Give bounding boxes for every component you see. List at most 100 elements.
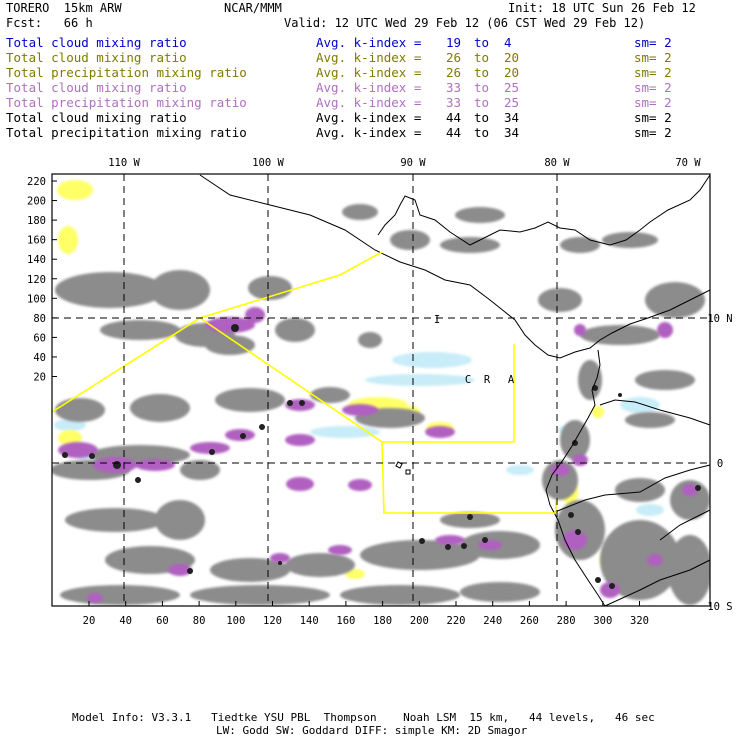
x-tick-label: 100 (226, 615, 245, 627)
legend-to: to (474, 125, 490, 140)
legend-to: to (474, 65, 490, 80)
latitude-label: 10 S (707, 601, 732, 613)
longitude-label: 70 W (675, 157, 701, 169)
legend-kindex-high: 33 (446, 80, 462, 95)
y-tick-label: 40 (33, 352, 46, 364)
physics-info: LW: Godd SW: Goddard DIFF: simple KM: 2D… (216, 724, 528, 737)
y-tick-label: 160 (27, 235, 46, 247)
x-tick-label: 260 (520, 615, 539, 627)
legend-kindex-low: 20 (504, 50, 520, 65)
legend-smoothing: sm= 2 (634, 50, 672, 65)
legend-kindex-low: 34 (504, 125, 520, 140)
legend-kindex-low: 34 (504, 110, 520, 125)
domain-letter: I (434, 314, 440, 326)
nested-domain-outline (51, 251, 557, 514)
x-tick-label: 280 (557, 615, 576, 627)
legend-field: Total precipitation mixing ratio (6, 95, 247, 110)
y-tick-label: 60 (33, 332, 46, 344)
legend-field: Total precipitation mixing ratio (6, 65, 247, 80)
y-tick-label: 80 (33, 313, 46, 325)
purple-precip-areas (58, 307, 698, 603)
legend-field: Total cloud mixing ratio (6, 35, 187, 50)
y-tick-label: 140 (27, 254, 46, 266)
legend-kindex-label: Avg. k-index = (316, 35, 422, 50)
legend-kindex-label: Avg. k-index = (316, 125, 422, 140)
legend-kindex-label: Avg. k-index = (316, 80, 422, 95)
yellow-letters: I C R A (434, 314, 515, 386)
coastlines (199, 174, 711, 607)
legend-kindex-label: Avg. k-index = (316, 95, 422, 110)
x-tick-label: 60 (156, 615, 169, 627)
legend-smoothing: sm= 2 (634, 80, 672, 95)
legend-field: Total cloud mixing ratio (6, 110, 187, 125)
legend-kindex-low: 25 (504, 95, 520, 110)
legend-to: to (474, 35, 490, 50)
organization: NCAR/MMM (224, 1, 282, 15)
y-tick-label: 20 (33, 372, 46, 384)
y-tick-label: 220 (27, 176, 46, 188)
legend-field: Total precipitation mixing ratio (6, 125, 247, 140)
legend-kindex-high: 44 (446, 110, 462, 125)
legend-smoothing: sm= 2 (634, 65, 672, 80)
legend-smoothing: sm= 2 (634, 95, 672, 110)
domain-letter: C (465, 374, 471, 386)
longitude-label: 100 W (252, 157, 284, 169)
x-tick-label: 240 (483, 615, 502, 627)
forecast-hour: Fcst: 66 h (6, 16, 93, 30)
longitude-label: 110 W (108, 157, 140, 169)
x-tick-label: 300 (593, 615, 612, 627)
init-time: Init: 18 UTC Sun 26 Feb 12 (508, 1, 696, 15)
y-axis-ticks: 220 200 180 160 140 120 100 80 60 40 20 (27, 176, 57, 384)
y-tick-label: 180 (27, 215, 46, 227)
x-tick-label: 200 (410, 615, 429, 627)
longitude-label: 80 W (544, 157, 570, 169)
legend-kindex-low: 4 (504, 35, 512, 50)
legend-kindex-label: Avg. k-index = (316, 110, 422, 125)
heavy-precip-cores (62, 324, 701, 589)
model-info: Model Info: V3.3.1 Tiedtke YSU PBL Thomp… (72, 711, 655, 724)
legend-to: to (474, 50, 490, 65)
legend-kindex-high: 26 (446, 50, 462, 65)
latitude-labels: 10 N 0 10 S (707, 313, 732, 613)
y-tick-label: 100 (27, 293, 46, 305)
legend-field: Total cloud mixing ratio (6, 50, 187, 65)
latitude-label: 10 N (707, 313, 732, 325)
legend-smoothing: sm= 2 (634, 110, 672, 125)
x-tick-label: 320 (630, 615, 649, 627)
legend-smoothing: sm= 2 (634, 35, 672, 50)
legend-to: to (474, 80, 490, 95)
x-tick-label: 140 (300, 615, 319, 627)
valid-time: Valid: 12 UTC Wed 29 Feb 12 (06 CST Wed … (284, 16, 646, 30)
legend-to: to (474, 95, 490, 110)
legend-to: to (474, 110, 490, 125)
x-axis-ticks: 20 40 60 80 100 120 140 160 180 200 220 240 260 280 30… (83, 601, 649, 627)
legend-kindex-low: 25 (504, 80, 520, 95)
domain-letter: R (484, 374, 491, 386)
x-tick-label: 180 (373, 615, 392, 627)
x-tick-label: 80 (193, 615, 206, 627)
map-frame (51, 173, 711, 607)
x-tick-label: 120 (263, 615, 282, 627)
y-tick-label: 120 (27, 274, 46, 286)
legend-kindex-high: 26 (446, 65, 462, 80)
x-tick-label: 40 (119, 615, 132, 627)
x-tick-label: 220 (447, 615, 466, 627)
model-title: TORERO 15km ARW (6, 1, 122, 15)
legend-kindex-high: 33 (446, 95, 462, 110)
legend-kindex-high: 19 (446, 35, 462, 50)
latitude-label: 0 (717, 458, 723, 470)
domain-letter: A (508, 374, 515, 386)
lat-lon-grid (52, 174, 710, 606)
x-tick-label: 160 (336, 615, 355, 627)
legend-kindex-label: Avg. k-index = (316, 50, 422, 65)
longitude-labels: 110 W 100 W 90 W 80 W 70 W (108, 157, 701, 169)
legend-kindex-high: 44 (446, 125, 462, 140)
y-tick-label: 200 (27, 196, 46, 208)
legend-kindex-label: Avg. k-index = (316, 65, 422, 80)
legend-smoothing: sm= 2 (634, 125, 672, 140)
x-tick-label: 20 (83, 615, 96, 627)
longitude-label: 90 W (400, 157, 426, 169)
legend-field: Total cloud mixing ratio (6, 80, 187, 95)
legend-kindex-low: 20 (504, 65, 520, 80)
